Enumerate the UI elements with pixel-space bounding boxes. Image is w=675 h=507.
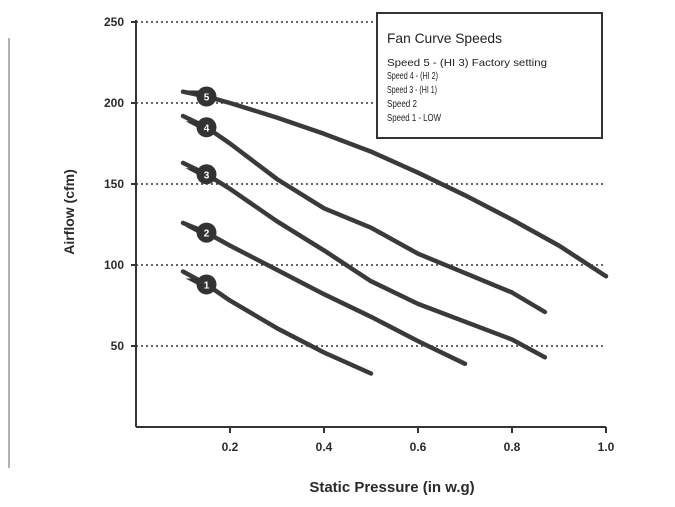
y-axis-label: Airflow (cfm) <box>61 169 77 255</box>
series-speed-2: 2 <box>180 220 468 367</box>
series-line-speed-2 <box>180 220 468 367</box>
series-line-speed-5 <box>180 89 609 279</box>
legend-entry-speed-5: Speed 5 - (HI 3) Factory setting <box>387 57 547 69</box>
y-tick-label-100: 100 <box>104 258 124 272</box>
series-marker-speed-3 <box>196 164 217 185</box>
legend-title: Fan Curve Speeds <box>387 30 502 46</box>
legend: Fan Curve Speeds Speed 5 - (HI 3) Factor… <box>376 12 603 139</box>
series-marker-label-speed-3: 3 <box>204 170 210 181</box>
series-line-speed-4 <box>180 113 548 315</box>
series-marker-speed-4 <box>196 117 217 138</box>
x-tick-label-0.8: 0.8 <box>504 440 521 454</box>
x-tick-label-0.4: 0.4 <box>316 440 333 454</box>
series-marker-label-speed-5: 5 <box>204 93 210 104</box>
series-speed-4: 4 <box>180 113 548 315</box>
y-tick-label-250: 250 <box>104 15 124 29</box>
series-marker-speed-1 <box>196 274 217 295</box>
series-speed-3: 3 <box>180 160 548 360</box>
legend-entry-speed-2: Speed 2 <box>387 98 417 110</box>
x-tick-label-0.6: 0.6 <box>410 440 427 454</box>
legend-entry-speed-4: Speed 4 - (HI 2) <box>387 70 438 82</box>
series-marker-speed-5 <box>196 86 217 107</box>
legend-box <box>376 12 603 139</box>
y-tick-label-50: 50 <box>111 339 125 353</box>
axes-layer <box>135 20 606 428</box>
series-line-speed-3 <box>180 160 548 360</box>
series-marker-speed-2 <box>196 222 217 243</box>
x-tick-label-1.0: 1.0 <box>598 440 615 454</box>
x-tick-label-0.2: 0.2 <box>222 440 239 454</box>
x-axis-label: Static Pressure (in w.g) <box>309 479 474 496</box>
legend-entry-speed-3: Speed 3 - (HI 1) <box>387 84 437 96</box>
series-speed-1: 1 <box>180 269 374 376</box>
series-marker-label-speed-2: 2 <box>204 229 210 240</box>
ticks-layer: 50 100 150 200 250 0.2 0.4 0.6 0.8 1.0 <box>104 15 615 454</box>
legend-entry-speed-1: Speed 1 - LOW <box>387 112 441 124</box>
y-tick-label-200: 200 <box>104 96 124 110</box>
series-marker-label-speed-1: 1 <box>204 280 210 291</box>
series-layer: 5 4 3 2 1 <box>180 86 609 376</box>
series-speed-5: 5 <box>180 86 609 279</box>
y-tick-label-150: 150 <box>104 177 124 191</box>
series-marker-label-speed-4: 4 <box>204 123 210 134</box>
